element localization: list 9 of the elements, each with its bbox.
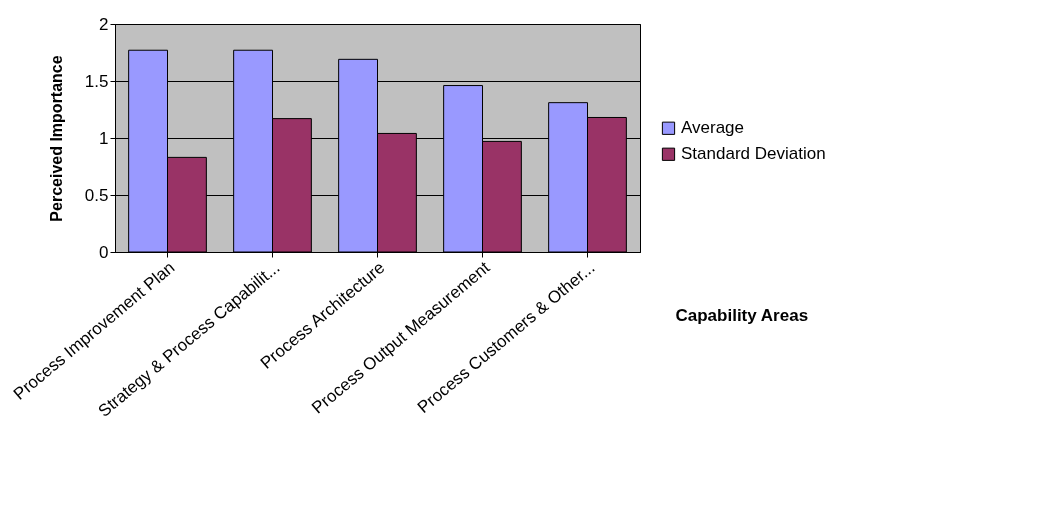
y-tick-label: 0.5 [84, 185, 109, 205]
y-tick-label: 1.5 [84, 71, 109, 91]
legend-label: Average [681, 118, 745, 138]
x-axis-title: Capability Areas [675, 305, 809, 325]
y-tick-label: 0 [99, 242, 109, 262]
y-axis-title: Perceived Importance [47, 55, 65, 222]
legend-label: Standard Deviation [681, 144, 826, 164]
y-tick-label: 2 [99, 14, 109, 34]
y-tick-label: 1 [99, 128, 109, 148]
